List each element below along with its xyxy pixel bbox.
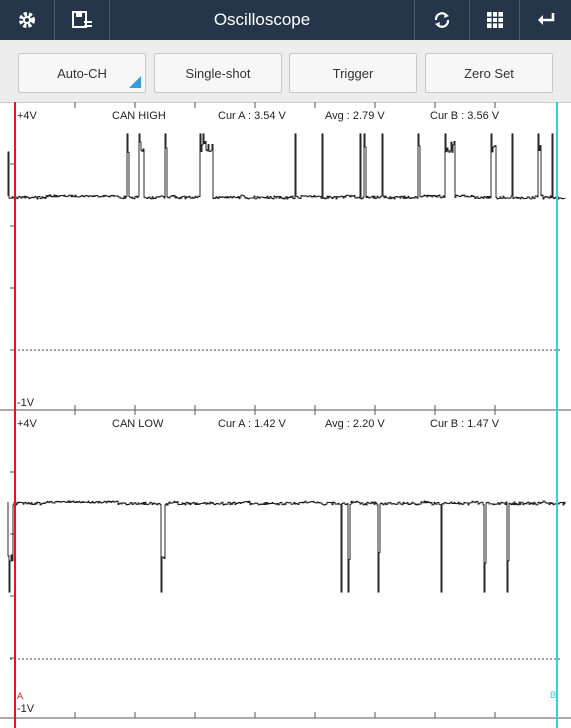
back-icon[interactable] xyxy=(520,0,571,40)
button-label: Auto-CH xyxy=(57,65,107,81)
scope-area: +4V CAN HIGH Cur A : 3.54 V Avg : 2.79 V… xyxy=(0,102,571,728)
cursor-a-label: A xyxy=(17,691,23,701)
toolbar: Auto-CH Single-shot Trigger Zero Set xyxy=(0,40,571,102)
cursor-b-value: Cur B : 1.47 V xyxy=(430,418,500,430)
settings-icon[interactable] xyxy=(0,0,55,40)
gear xyxy=(19,12,35,28)
button-label: Single-shot xyxy=(185,65,251,81)
cursor-b-value: Cur B : 3.56 V xyxy=(430,110,500,122)
button-label: Trigger xyxy=(332,65,374,81)
zero-set-button[interactable]: Zero Set xyxy=(425,53,553,93)
top-bar: Oscilloscope xyxy=(0,0,571,40)
scale-bottom: -1V xyxy=(17,703,35,715)
title-cell: Oscilloscope xyxy=(110,0,415,40)
refresh xyxy=(434,12,450,28)
scale-bottom: -1V xyxy=(17,397,35,409)
trigger-button[interactable]: Trigger xyxy=(289,53,417,93)
scale-top: +4V xyxy=(17,418,38,430)
cursor-a-value: Cur A : 1.42 V xyxy=(218,418,287,430)
refresh-icon[interactable] xyxy=(415,0,470,40)
waveform xyxy=(7,133,566,200)
scale-top: +4V xyxy=(17,110,38,122)
grid xyxy=(486,12,503,28)
button-label: Zero Set xyxy=(464,65,514,81)
cursor-a-value: Cur A : 3.54 V xyxy=(218,110,287,122)
auto-ch-button[interactable]: Auto-CH xyxy=(18,53,146,93)
channel-name: CAN LOW xyxy=(112,418,164,430)
average-value: Avg : 2.79 V xyxy=(325,110,385,122)
cursor-b-label: B xyxy=(550,690,556,700)
channel-name: CAN HIGH xyxy=(112,110,166,122)
save-icon[interactable] xyxy=(55,0,110,40)
app-title: Oscilloscope xyxy=(213,10,311,29)
waveform xyxy=(7,500,566,593)
back xyxy=(537,13,554,25)
dropdown-corner xyxy=(129,76,141,88)
single-shot-button[interactable]: Single-shot xyxy=(154,53,282,93)
grid-icon[interactable] xyxy=(470,0,520,40)
average-value: Avg : 2.20 V xyxy=(325,418,385,430)
save xyxy=(72,11,92,28)
